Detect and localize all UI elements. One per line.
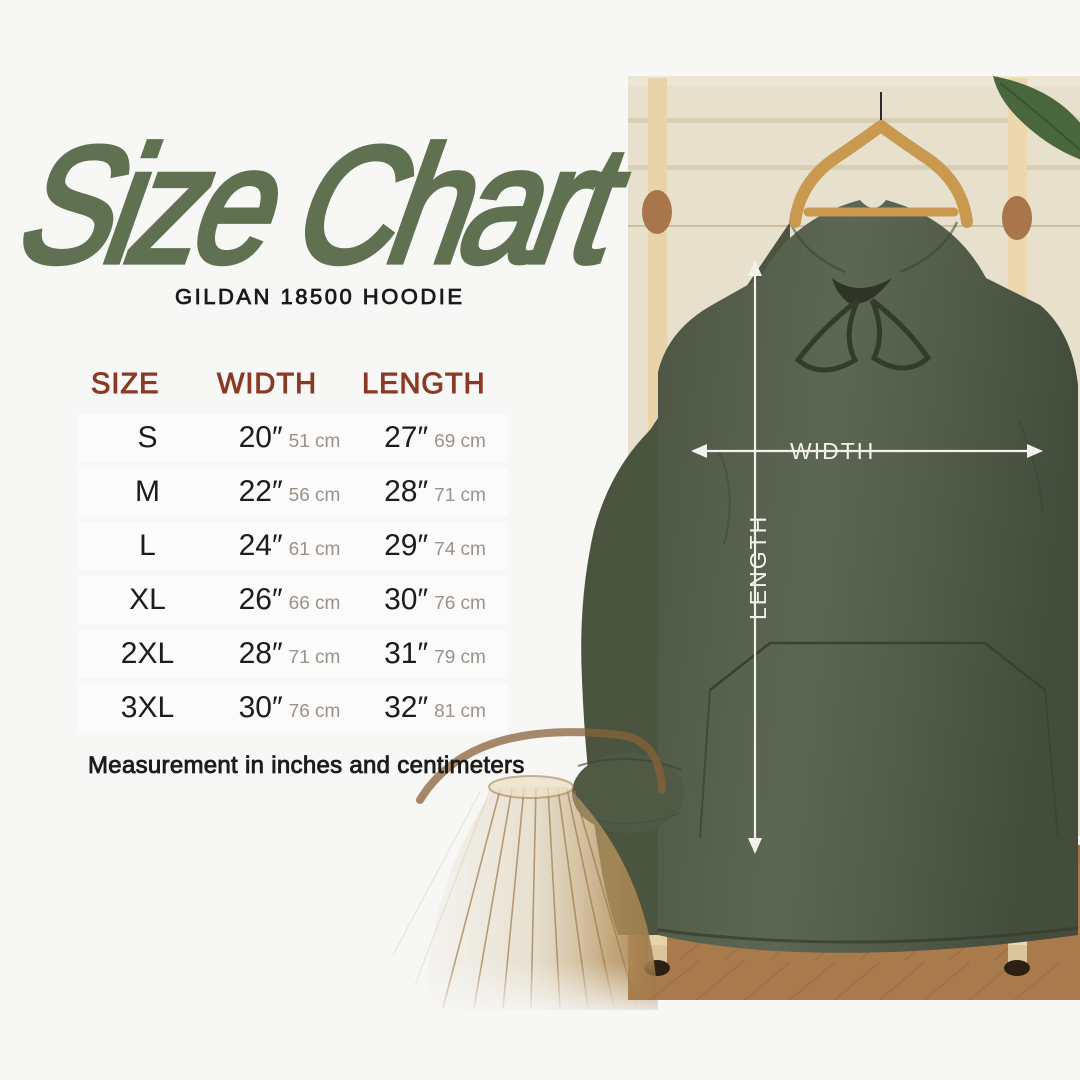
svg-text:WIDTH: WIDTH [790,438,875,464]
svg-text:Size Chart: Size Chart [5,112,641,297]
svg-text:LENGTH: LENGTH [745,515,771,620]
